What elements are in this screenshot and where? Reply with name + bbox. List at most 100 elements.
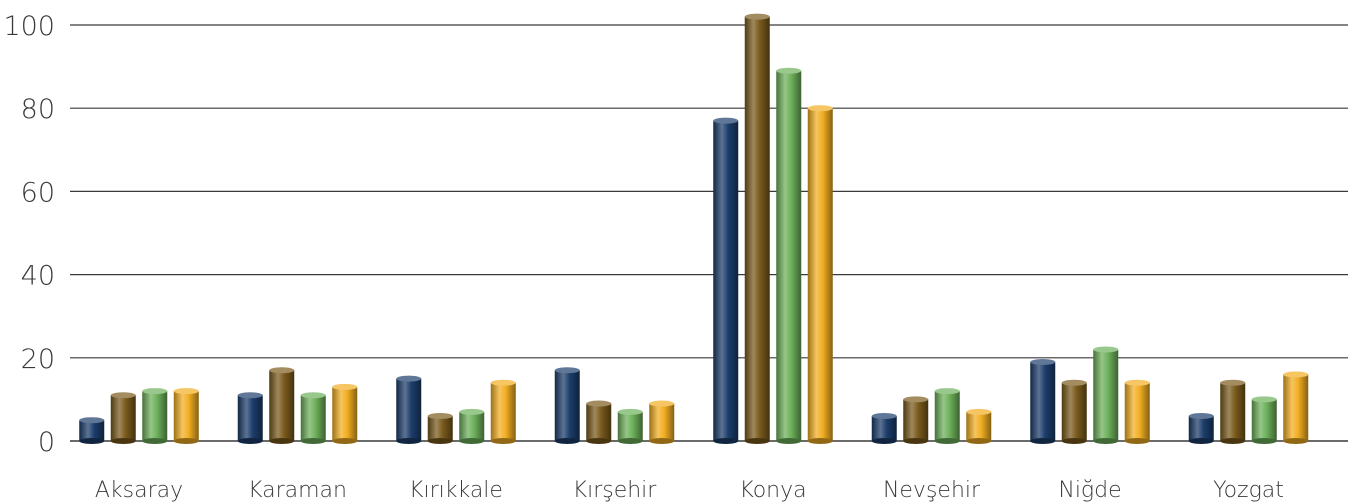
bar-body — [934, 391, 960, 441]
bar — [142, 388, 168, 444]
bar-base — [649, 438, 675, 444]
bar-cap — [79, 417, 105, 424]
bar-base — [459, 438, 485, 444]
bar-base — [1093, 438, 1119, 444]
bar — [871, 413, 897, 444]
bar — [269, 367, 295, 444]
y-tick-label: 100 — [3, 11, 55, 42]
bar-group — [1030, 346, 1150, 444]
bar-cap — [459, 408, 485, 415]
bar-base — [586, 438, 612, 444]
bar — [79, 417, 105, 444]
bar-body — [1220, 382, 1246, 441]
bar-cap — [1061, 379, 1087, 386]
y-tick-label: 60 — [21, 177, 55, 208]
bar-body — [1283, 374, 1309, 441]
bar-base — [1188, 438, 1214, 444]
bar-body — [490, 382, 516, 441]
bar-base — [744, 438, 770, 444]
bar-base — [776, 438, 802, 444]
bar-base — [617, 438, 643, 444]
bar-cap — [1251, 396, 1277, 403]
bar-cap — [490, 379, 516, 386]
x-tick-label: Niğde — [1058, 478, 1121, 502]
bar — [934, 388, 960, 444]
bar-cap — [1220, 379, 1246, 386]
bar-group — [713, 13, 833, 444]
bar-body — [79, 420, 105, 441]
bar-group — [396, 375, 516, 444]
bar-cap — [1124, 379, 1150, 386]
bar — [237, 392, 263, 444]
x-tick-label: Konya — [739, 478, 806, 502]
bar-body — [237, 395, 263, 441]
bar-cap — [300, 392, 326, 399]
bar-body — [554, 370, 580, 441]
bar — [1251, 396, 1277, 444]
bar — [459, 408, 485, 444]
bar-base — [1283, 438, 1309, 444]
bar-body — [1251, 399, 1277, 441]
bar-body — [269, 370, 295, 441]
bar-cap — [966, 408, 992, 415]
bar-base — [332, 438, 358, 444]
bar-cap — [776, 67, 802, 74]
bar-cap — [903, 396, 929, 403]
bar — [490, 379, 516, 444]
bar — [617, 408, 643, 444]
bar-body — [1188, 416, 1214, 441]
bar-group — [554, 367, 675, 444]
y-tick-label: 40 — [21, 261, 55, 292]
bar — [1093, 346, 1119, 444]
bar-cap — [744, 13, 770, 20]
bar-body — [871, 416, 897, 441]
bar-cap — [1093, 346, 1119, 353]
bar-base — [1220, 438, 1246, 444]
bar-body — [744, 16, 770, 442]
bar-base — [173, 438, 199, 444]
bar — [807, 105, 833, 444]
bar — [427, 413, 453, 444]
bar — [1061, 379, 1087, 444]
bar — [744, 13, 770, 444]
bar-base — [871, 438, 897, 444]
bar — [554, 367, 580, 444]
bar-body — [966, 411, 992, 441]
bar-body — [427, 416, 453, 441]
bar-cap — [871, 413, 897, 420]
bar-body — [586, 403, 612, 441]
bar-cap — [427, 413, 453, 420]
bar-cap — [173, 388, 199, 395]
bar-cap — [1188, 413, 1214, 420]
bar — [586, 400, 612, 444]
bars — [79, 13, 1309, 444]
bar-body — [1030, 361, 1056, 441]
bar-body — [776, 70, 802, 441]
x-tick-label: Kırşehir — [573, 478, 658, 502]
x-tick-label: Kırıkkale — [409, 478, 503, 502]
y-tick-label: 0 — [38, 427, 55, 458]
bar-base — [237, 438, 263, 444]
x-tick-label: Yozgat — [1213, 478, 1284, 502]
bar-base — [713, 438, 739, 444]
bar-body — [173, 391, 199, 441]
bar — [649, 400, 675, 444]
bar-base — [966, 438, 992, 444]
bar — [903, 396, 929, 444]
bar-cap — [586, 400, 612, 407]
bar-base — [1251, 438, 1277, 444]
bar-group — [871, 388, 992, 444]
bar-cap — [142, 388, 168, 395]
y-tick-label: 80 — [21, 94, 55, 125]
x-tick-label: Aksaray — [95, 478, 183, 502]
bar-cap — [332, 383, 358, 390]
bar-cap — [807, 105, 833, 112]
bar-body — [1124, 382, 1150, 441]
bar-base — [79, 438, 105, 444]
bar-body — [903, 399, 929, 441]
bar-body — [142, 391, 168, 441]
bar-body — [300, 395, 326, 441]
bar-base — [1061, 438, 1087, 444]
bar-body — [396, 378, 422, 441]
